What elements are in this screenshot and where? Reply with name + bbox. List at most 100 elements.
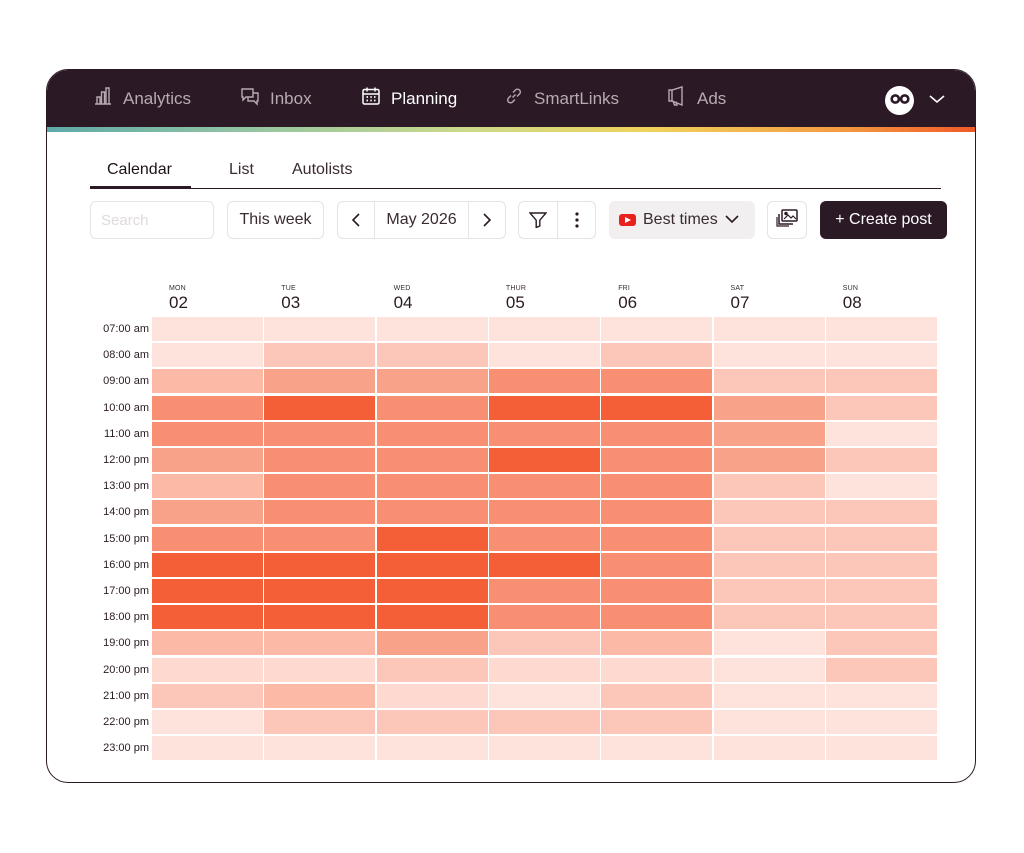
heatmap-cell[interactable] (376, 421, 488, 446)
heatmap-cell[interactable] (376, 631, 488, 656)
heatmap-cell[interactable] (152, 605, 263, 630)
heatmap-cell[interactable] (601, 657, 713, 682)
heatmap-cell[interactable] (825, 343, 937, 368)
heatmap-cell[interactable] (601, 317, 713, 341)
heatmap-cell[interactable] (264, 317, 376, 341)
heatmap-cell[interactable] (825, 736, 937, 761)
heatmap-cell[interactable] (264, 552, 376, 577)
heatmap-cell[interactable] (713, 317, 825, 341)
heatmap-cell[interactable] (713, 448, 825, 472)
chevron-down-icon[interactable] (928, 92, 946, 106)
heatmap-cell[interactable] (713, 526, 825, 551)
heatmap-cell[interactable] (713, 395, 825, 420)
heatmap-cell[interactable] (152, 317, 263, 341)
account-avatar[interactable] (885, 86, 914, 115)
heatmap-cell[interactable] (713, 500, 825, 525)
heatmap-cell[interactable] (264, 421, 376, 446)
search-input[interactable] (101, 211, 213, 229)
create-post-button[interactable]: + Create post (820, 201, 947, 239)
heatmap-cell[interactable] (601, 474, 713, 499)
heatmap-cell[interactable] (825, 552, 937, 577)
heatmap-cell[interactable] (488, 474, 600, 499)
heatmap-cell[interactable] (825, 500, 937, 525)
heatmap-cell[interactable] (488, 369, 600, 394)
heatmap-cell[interactable] (825, 605, 937, 630)
heatmap-cell[interactable] (264, 369, 376, 394)
heatmap-cell[interactable] (713, 343, 825, 368)
heatmap-cell[interactable] (376, 343, 488, 368)
nav-inbox[interactable]: Inbox (240, 70, 312, 127)
nav-smartlinks[interactable]: SmartLinks (504, 70, 619, 127)
chevron-right-icon[interactable] (469, 202, 505, 238)
heatmap-cell[interactable] (152, 710, 263, 734)
heatmap-cell[interactable] (488, 343, 600, 368)
heatmap-cell[interactable] (601, 631, 713, 656)
more-options-icon[interactable] (557, 202, 595, 238)
heatmap-cell[interactable] (713, 474, 825, 499)
heatmap-cell[interactable] (152, 448, 263, 472)
heatmap-cell[interactable] (601, 552, 713, 577)
heatmap-cell[interactable] (713, 710, 825, 734)
heatmap-cell[interactable] (601, 421, 713, 446)
heatmap-cell[interactable] (376, 736, 488, 761)
heatmap-cell[interactable] (376, 474, 488, 499)
heatmap-cell[interactable] (713, 736, 825, 761)
heatmap-cell[interactable] (825, 657, 937, 682)
heatmap-cell[interactable] (488, 421, 600, 446)
heatmap-cell[interactable] (264, 736, 376, 761)
heatmap-cell[interactable] (488, 500, 600, 525)
heatmap-cell[interactable] (601, 526, 713, 551)
heatmap-cell[interactable] (264, 474, 376, 499)
heatmap-cell[interactable] (264, 395, 376, 420)
heatmap-cell[interactable] (376, 395, 488, 420)
heatmap-cell[interactable] (713, 579, 825, 603)
heatmap-cell[interactable] (376, 369, 488, 394)
nav-planning[interactable]: Planning (361, 70, 457, 127)
heatmap-cell[interactable] (264, 448, 376, 472)
heatmap-cell[interactable] (488, 317, 600, 341)
heatmap-cell[interactable] (152, 369, 263, 394)
heatmap-cell[interactable] (376, 710, 488, 734)
heatmap-cell[interactable] (488, 605, 600, 630)
heatmap-cell[interactable] (376, 500, 488, 525)
heatmap-cell[interactable] (488, 736, 600, 761)
heatmap-cell[interactable] (488, 657, 600, 682)
heatmap-cell[interactable] (713, 631, 825, 656)
heatmap-cell[interactable] (152, 421, 263, 446)
heatmap-cell[interactable] (713, 657, 825, 682)
heatmap-cell[interactable] (601, 369, 713, 394)
heatmap-cell[interactable] (152, 579, 263, 603)
heatmap-cell[interactable] (825, 579, 937, 603)
heatmap-cell[interactable] (825, 683, 937, 708)
heatmap-cell[interactable] (825, 421, 937, 446)
heatmap-cell[interactable] (264, 343, 376, 368)
filter-icon[interactable] (519, 202, 557, 238)
heatmap-cell[interactable] (264, 683, 376, 708)
heatmap-cell[interactable] (264, 631, 376, 656)
heatmap-cell[interactable] (713, 552, 825, 577)
heatmap-cell[interactable] (152, 657, 263, 682)
heatmap-cell[interactable] (488, 526, 600, 551)
heatmap-cell[interactable] (152, 526, 263, 551)
heatmap-cell[interactable] (376, 605, 488, 630)
heatmap-cell[interactable] (376, 657, 488, 682)
heatmap-cell[interactable] (152, 736, 263, 761)
heatmap-cell[interactable] (825, 395, 937, 420)
heatmap-cell[interactable] (601, 579, 713, 603)
heatmap-cell[interactable] (152, 683, 263, 708)
tab-list[interactable]: List (229, 161, 254, 178)
heatmap-cell[interactable] (264, 605, 376, 630)
heatmap-cell[interactable] (152, 395, 263, 420)
heatmap-cell[interactable] (376, 579, 488, 603)
heatmap-cell[interactable] (713, 683, 825, 708)
heatmap-cell[interactable] (152, 343, 263, 368)
heatmap-cell[interactable] (376, 448, 488, 472)
heatmap-cell[interactable] (152, 500, 263, 525)
heatmap-cell[interactable] (713, 421, 825, 446)
heatmap-cell[interactable] (376, 552, 488, 577)
heatmap-cell[interactable] (488, 448, 600, 472)
heatmap-cell[interactable] (264, 710, 376, 734)
heatmap-cell[interactable] (825, 317, 937, 341)
heatmap-cell[interactable] (601, 683, 713, 708)
nav-ads[interactable]: Ads (667, 70, 726, 127)
